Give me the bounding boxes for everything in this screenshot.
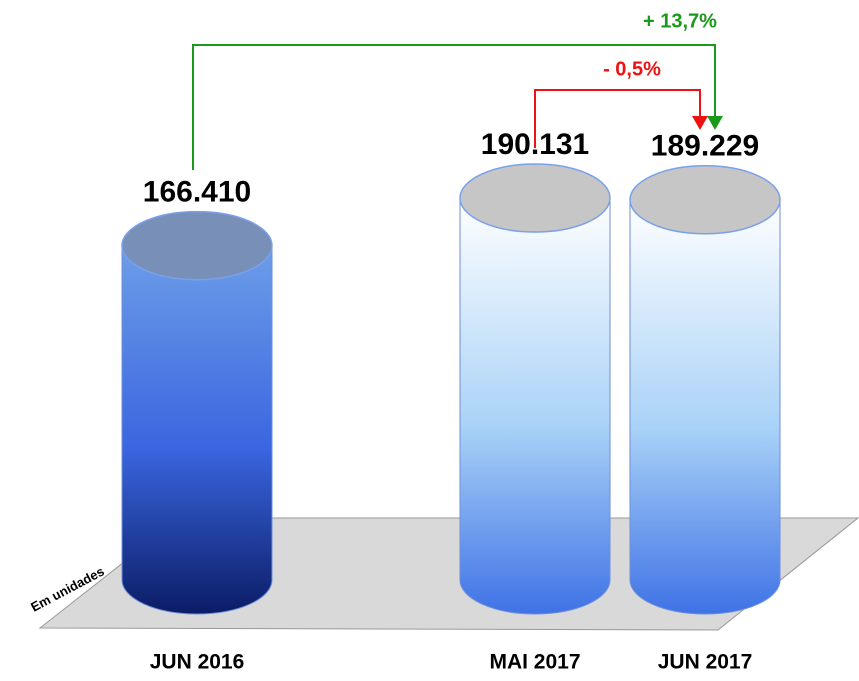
bar-top bbox=[629, 165, 781, 235]
x-tick-label: JUN 2017 bbox=[658, 651, 753, 674]
arrow-line bbox=[534, 89, 701, 148]
x-tick-label: JUN 2016 bbox=[150, 651, 245, 674]
arrow-line bbox=[192, 44, 716, 170]
bar-top bbox=[459, 163, 611, 233]
arrow-head bbox=[692, 116, 708, 130]
bar bbox=[629, 199, 781, 615]
arrow-head bbox=[707, 116, 723, 130]
x-tick-label: MAI 2017 bbox=[489, 651, 580, 674]
value-label: 166.410 bbox=[143, 176, 251, 209]
bar bbox=[459, 197, 611, 615]
annotation: - 0,5% bbox=[603, 58, 661, 80]
annotation: + 13,7% bbox=[643, 10, 717, 32]
bar bbox=[121, 245, 273, 615]
value-label: 189.229 bbox=[651, 130, 759, 163]
bar-top bbox=[121, 210, 273, 281]
